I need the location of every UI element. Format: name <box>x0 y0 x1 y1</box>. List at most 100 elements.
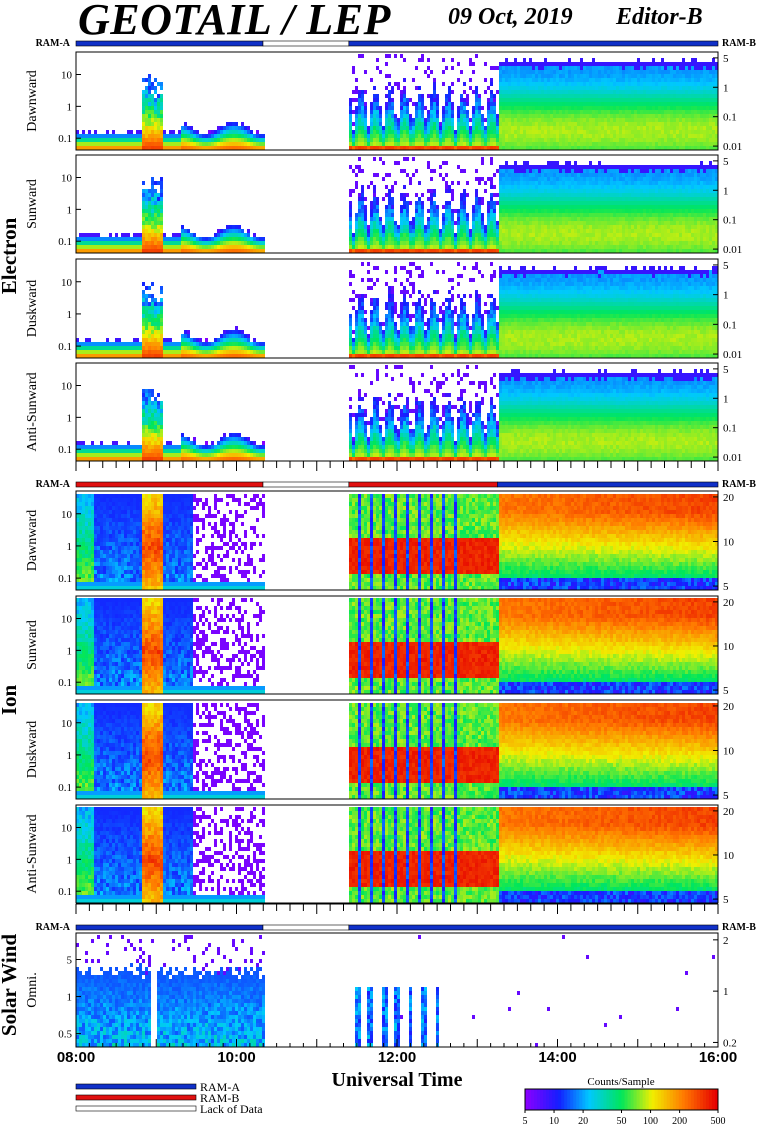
spectrogram-cell <box>241 233 244 237</box>
spectrogram-cell <box>640 197 643 201</box>
spectrogram-cell <box>421 245 424 249</box>
spectrogram-cell <box>193 233 196 237</box>
spectrogram-cell <box>697 70 700 74</box>
spectrogram-cell <box>574 70 577 74</box>
spectrogram-cell <box>502 118 505 122</box>
spectrogram-cell <box>619 249 622 253</box>
spectrogram-cell <box>514 165 517 169</box>
spectrogram-cell <box>424 245 427 249</box>
spectrogram-cell <box>148 249 151 253</box>
spectrogram-cell <box>433 169 436 173</box>
spectrogram-cell <box>706 122 709 126</box>
spectrogram-cell <box>433 213 436 217</box>
spectrogram-cell <box>514 94 517 98</box>
spectrogram-cell <box>94 138 97 142</box>
spectrogram-cell <box>415 233 418 237</box>
spectrogram-cell <box>373 173 376 177</box>
spectrogram-cell <box>574 106 577 110</box>
spectrogram-cell <box>634 209 637 213</box>
spectrogram-cell <box>430 130 433 134</box>
spectrogram-cell <box>226 130 229 134</box>
spectrogram-cell <box>565 126 568 130</box>
spectrogram-cell <box>415 138 418 142</box>
spectrogram-cell <box>700 82 703 86</box>
spectrogram-cell <box>643 86 646 90</box>
spectrogram-cell <box>571 165 574 169</box>
spectrogram-cell <box>628 134 631 138</box>
spectrogram-cell <box>238 146 241 150</box>
spectrogram-cell <box>580 249 583 253</box>
spectrogram-cell <box>448 110 451 114</box>
spectrogram-cell <box>703 122 706 126</box>
spectrogram-cell <box>490 106 493 110</box>
spectrogram-cell <box>451 189 454 193</box>
spectrogram-cell <box>556 165 559 169</box>
spectrogram-cell <box>163 146 166 150</box>
spectrogram-cell <box>385 193 388 197</box>
spectrogram-cell <box>442 146 445 150</box>
spectrogram-cell <box>409 134 412 138</box>
spectrogram-cell <box>139 138 142 142</box>
spectrogram-cell <box>529 217 532 221</box>
spectrogram-cell <box>601 122 604 126</box>
spectrogram-cell <box>691 134 694 138</box>
plot-date: 09 Oct, 2019 <box>448 4 573 31</box>
spectrogram-cell <box>670 70 673 74</box>
spectrogram-cell <box>604 126 607 130</box>
spectrogram-cell <box>523 197 526 201</box>
spectrogram-cell <box>448 221 451 225</box>
spectrogram-cell <box>526 118 529 122</box>
spectrogram-cell <box>553 118 556 122</box>
spectrogram-cell <box>103 138 106 142</box>
spectrogram-cell <box>541 82 544 86</box>
spectrogram-cell <box>568 106 571 110</box>
spectrogram-cell <box>520 62 523 66</box>
spectrogram-cell <box>571 205 574 209</box>
spectrogram-cell <box>541 197 544 201</box>
spectrogram-cell <box>373 126 376 130</box>
spectrogram-cell <box>616 134 619 138</box>
spectrogram-cell <box>568 134 571 138</box>
spectrogram-cell <box>241 229 244 233</box>
spectrogram-cell <box>517 201 520 205</box>
spectrogram-cell <box>658 197 661 201</box>
spectrogram-cell <box>577 86 580 90</box>
spectrogram-cell <box>634 177 637 181</box>
spectrogram-cell <box>88 249 91 253</box>
spectrogram-cell <box>139 142 142 146</box>
spectrogram-cell <box>589 169 592 173</box>
spectrogram-cell <box>520 217 523 221</box>
spectrogram-cell <box>610 205 613 209</box>
spectrogram-cell <box>454 209 457 213</box>
spectrogram-cell <box>535 142 538 146</box>
spectrogram-cell <box>688 130 691 134</box>
spectrogram-cell <box>430 114 433 118</box>
spectrogram-cell <box>577 241 580 245</box>
spectrogram-cell <box>472 245 475 249</box>
spectrogram-cell <box>688 62 691 66</box>
spectrogram-cell <box>631 189 634 193</box>
spectrogram-cell <box>475 177 478 181</box>
spectrogram-cell <box>565 217 568 221</box>
spectrogram-cell <box>400 114 403 118</box>
spectrogram-cell <box>622 193 625 197</box>
spectrogram-cell <box>550 70 553 74</box>
spectrogram-cell <box>520 98 523 102</box>
spectrogram-cell <box>190 233 193 237</box>
spectrogram-cell <box>355 106 358 110</box>
spectrogram-cell <box>631 66 634 70</box>
spectrogram-cell <box>541 233 544 237</box>
spectrogram-cell <box>694 86 697 90</box>
spectrogram-cell <box>478 146 481 150</box>
spectrogram-cell <box>157 245 160 249</box>
spectrogram-cell <box>553 102 556 106</box>
spectrogram-cell <box>598 98 601 102</box>
spectrogram-cell <box>634 197 637 201</box>
spectrogram-cell <box>511 221 514 225</box>
spectrogram-cell <box>604 106 607 110</box>
spectrogram-cell <box>610 130 613 134</box>
spectrogram-cell <box>388 225 391 229</box>
spectrogram-cell <box>565 110 568 114</box>
spectrogram-cell <box>607 98 610 102</box>
spectrogram-cell <box>526 241 529 245</box>
